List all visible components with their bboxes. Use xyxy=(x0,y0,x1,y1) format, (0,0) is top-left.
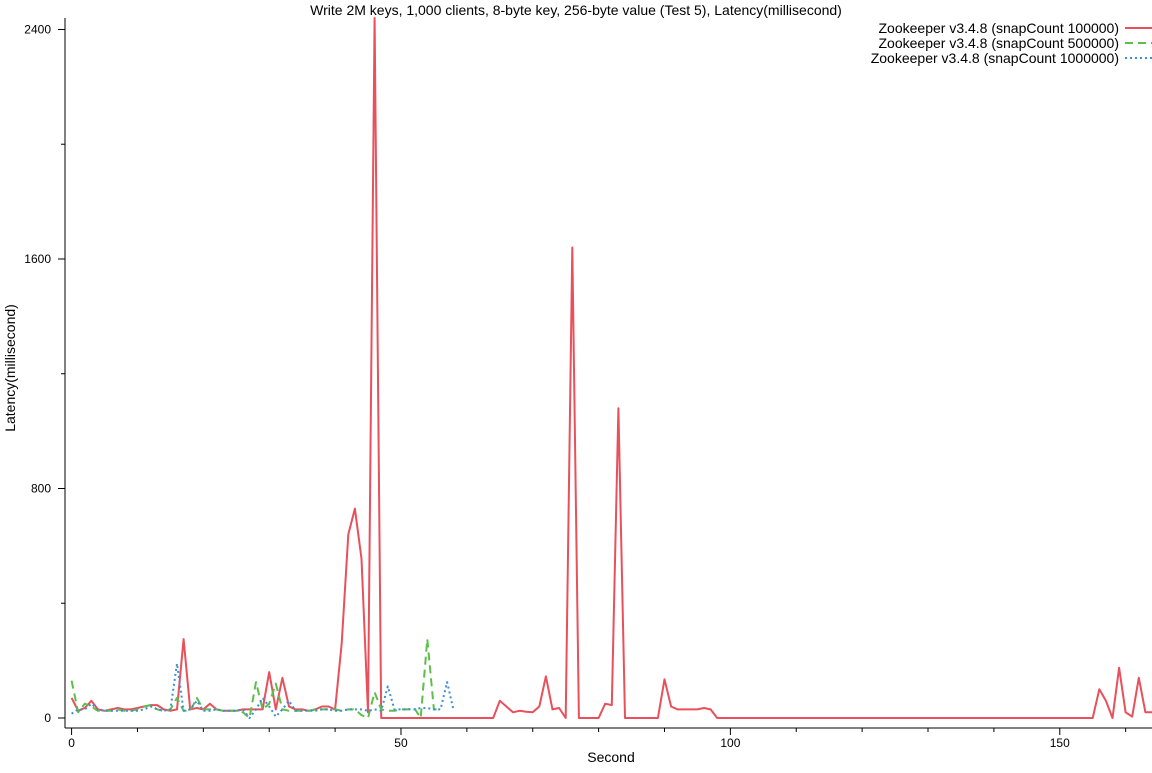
series-line-2 xyxy=(70,638,441,719)
x-tick-label: 0 xyxy=(68,736,75,750)
axis-ticks: 0 50 100 150 0 800 1600 2400 xyxy=(24,22,1127,750)
x-tick-label: 50 xyxy=(394,736,408,750)
legend-label: Zookeeper v3.4.8 (snapCount 100000) xyxy=(879,20,1120,36)
chart-title: Write 2M keys, 1,000 clients, 8-byte key… xyxy=(310,2,842,18)
x-axis-label: Second xyxy=(587,749,634,765)
y-tick-label: 0 xyxy=(44,711,51,725)
x-tick-label: 100 xyxy=(720,736,740,750)
y-tick-label: 1600 xyxy=(24,252,51,266)
legend: Zookeeper v3.4.8 (snapCount 100000)Zooke… xyxy=(871,20,1152,66)
plot-series xyxy=(70,17,1152,719)
y-axis-label: Latency(millisecond) xyxy=(2,304,18,432)
y-tick-label: 2400 xyxy=(24,22,51,36)
y-tick-label: 800 xyxy=(31,481,51,495)
legend-label: Zookeeper v3.4.8 (snapCount 1000000) xyxy=(871,50,1119,66)
series-line-1 xyxy=(70,17,1152,719)
x-tick-label: 150 xyxy=(1050,736,1070,750)
legend-label: Zookeeper v3.4.8 (snapCount 500000) xyxy=(879,35,1120,51)
